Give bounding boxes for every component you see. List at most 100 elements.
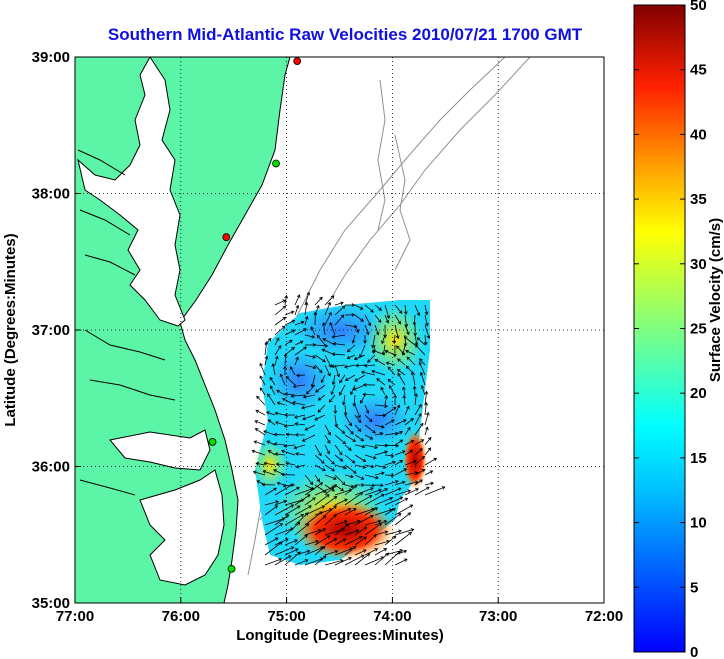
velocity-arrowhead xyxy=(290,483,294,488)
velocity-arrowhead xyxy=(290,394,295,398)
velocity-arrow xyxy=(284,444,296,447)
velocity-arrow xyxy=(324,464,335,472)
velocity-arrow xyxy=(384,487,402,496)
velocity-arrow xyxy=(314,494,330,506)
velocity-arrowhead xyxy=(407,426,411,431)
velocity-arrow xyxy=(417,337,426,346)
velocity-arrow xyxy=(296,464,306,468)
velocity-arrowhead xyxy=(425,426,429,431)
velocity-arrow xyxy=(334,523,350,536)
velocity-arrow xyxy=(292,402,306,406)
colorbar-tick-label: 35 xyxy=(690,191,707,208)
velocity-arrow xyxy=(374,432,383,436)
velocity-arrow xyxy=(384,513,402,526)
velocity-arrowhead xyxy=(333,484,338,488)
velocity-arrowhead xyxy=(351,303,356,307)
velocity-arrow xyxy=(295,453,306,456)
velocity-arrowhead xyxy=(317,409,322,413)
velocity-arrowhead xyxy=(330,364,335,369)
velocity-arrowhead xyxy=(291,346,295,351)
velocity-arrowhead xyxy=(378,488,382,493)
velocity-arrow xyxy=(259,387,266,396)
station-marker xyxy=(227,564,236,573)
velocity-arrowhead xyxy=(360,437,365,442)
velocity-arrow xyxy=(264,537,279,546)
velocity-arrow xyxy=(406,356,416,366)
velocity-arrowhead xyxy=(283,365,287,370)
velocity-arrowhead xyxy=(346,523,350,527)
velocity-arrowhead xyxy=(327,301,332,306)
velocity-arrowhead xyxy=(291,319,296,324)
velocity-arrow xyxy=(264,505,278,516)
velocity-arrow xyxy=(314,444,322,456)
velocity-arrowhead xyxy=(280,472,285,477)
velocity-arrow xyxy=(411,371,416,386)
velocity-arrowhead xyxy=(279,373,284,378)
velocity-arrowhead xyxy=(368,418,373,423)
velocity-arrow xyxy=(324,484,335,492)
velocity-arrowhead xyxy=(282,483,287,488)
velocity-arrow xyxy=(374,359,386,366)
velocity-arrow xyxy=(344,485,357,496)
velocity-arrow xyxy=(394,314,401,325)
velocity-arrow xyxy=(354,304,364,310)
velocity-arrow xyxy=(294,294,300,306)
velocity-arrow xyxy=(414,448,423,456)
velocity-arrowhead xyxy=(296,521,301,526)
velocity-arrowhead xyxy=(302,394,307,399)
velocity-arrow xyxy=(274,317,286,326)
velocity-arrow xyxy=(354,515,374,526)
velocity-arrow xyxy=(263,470,276,476)
velocity-arrowhead xyxy=(397,320,402,325)
velocity-arrowhead xyxy=(294,415,298,419)
velocity-arrow xyxy=(344,324,357,328)
velocity-arrow xyxy=(266,440,276,446)
velocity-arrowhead xyxy=(311,334,316,339)
velocity-arrow xyxy=(372,334,376,348)
velocity-arrow xyxy=(314,508,333,516)
velocity-arrow xyxy=(354,553,370,566)
velocity-arrow xyxy=(364,523,382,536)
velocity-arrow xyxy=(394,460,403,466)
velocity-arrowhead xyxy=(412,385,417,390)
velocity-arrowhead xyxy=(282,316,287,321)
velocity-arrowhead xyxy=(401,450,406,454)
velocity-arrowhead xyxy=(315,539,320,544)
velocity-arrowhead xyxy=(278,541,283,546)
velocity-arrowhead xyxy=(352,545,357,550)
y-tick-label: 37:00 xyxy=(32,322,70,339)
velocity-arrow xyxy=(397,373,406,386)
velocity-arrowhead xyxy=(275,500,280,504)
velocity-arrowhead xyxy=(251,449,256,454)
velocity-arrowhead xyxy=(350,431,354,435)
velocity-arrow xyxy=(280,374,286,386)
velocity-arrowhead xyxy=(418,413,422,417)
velocity-arrowhead xyxy=(348,556,352,561)
velocity-arrow xyxy=(332,334,346,338)
velocity-arrowhead xyxy=(409,504,414,508)
velocity-arrow xyxy=(339,384,346,396)
velocity-arrow xyxy=(259,375,266,386)
velocity-arrow xyxy=(374,324,379,335)
velocity-arrowhead xyxy=(402,386,406,391)
velocity-arrow xyxy=(353,394,356,407)
velocity-arrow xyxy=(294,328,307,336)
velocity-arrowhead xyxy=(327,431,331,436)
velocity-arrowhead xyxy=(397,487,402,491)
velocity-arrow xyxy=(302,434,316,442)
velocity-arrowhead xyxy=(267,419,272,423)
velocity-arrow xyxy=(274,434,286,436)
velocity-arrow xyxy=(388,385,396,396)
velocity-arrowhead xyxy=(310,384,315,388)
velocity-arrowhead xyxy=(362,392,366,397)
velocity-arrow xyxy=(394,528,414,536)
velocity-arrow xyxy=(347,354,356,359)
velocity-arrowhead xyxy=(360,318,364,322)
velocity-arrowhead xyxy=(263,461,268,466)
velocity-arrow xyxy=(334,474,346,486)
velocity-arrow xyxy=(324,505,337,516)
velocity-arrow xyxy=(314,546,326,556)
velocity-arrowhead xyxy=(430,481,434,486)
velocity-arrowhead xyxy=(357,519,361,524)
velocity-arrowhead xyxy=(300,320,305,325)
